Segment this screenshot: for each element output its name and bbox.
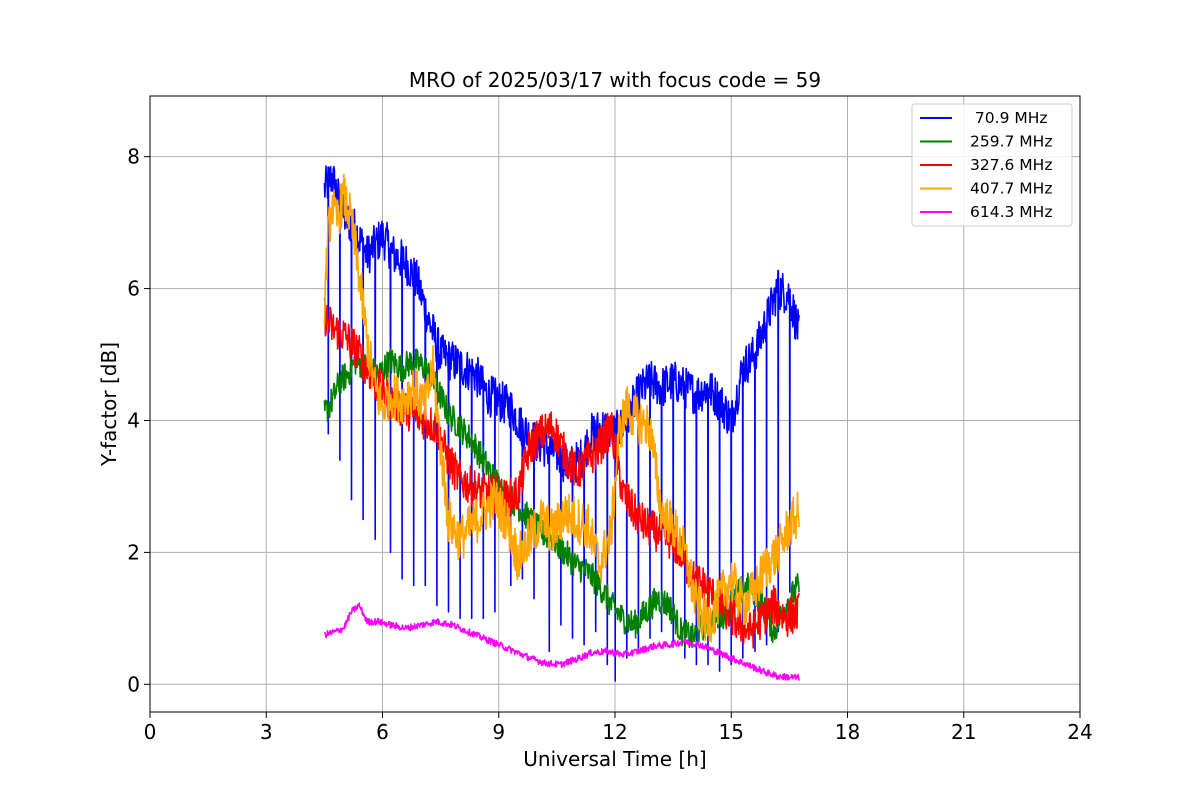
series-line xyxy=(323,165,800,682)
x-tick-label: 0 xyxy=(144,720,157,744)
legend-label: 614.3 MHz xyxy=(970,203,1052,221)
x-tick-label: 6 xyxy=(376,720,389,744)
x-tick-label: 18 xyxy=(835,720,860,744)
series-line xyxy=(323,173,800,643)
chart-title: MRO of 2025/03/17 with focus code = 59 xyxy=(409,68,821,92)
y-tick-label: 6 xyxy=(127,277,140,301)
legend: 70.9 MHz 259.7 MHz 327.6 MHz 407.7 MHz 614.3… xyxy=(911,103,1073,227)
x-tick-label: 15 xyxy=(719,720,744,744)
legend-label: 259.7 MHz xyxy=(970,133,1052,151)
series-line xyxy=(323,602,800,681)
series-group xyxy=(323,165,800,682)
y-tick-label: 0 xyxy=(127,672,140,696)
x-tick-label: 3 xyxy=(260,720,273,744)
x-tick-label: 9 xyxy=(492,720,505,744)
y-axis-label: Y-factor [dB] xyxy=(97,342,121,467)
legend-box xyxy=(911,103,1073,227)
series-group xyxy=(323,602,800,681)
x-tick-label: 24 xyxy=(1067,720,1092,744)
x-tick-label: 21 xyxy=(951,720,976,744)
y-tick-label: 4 xyxy=(127,408,140,432)
legend-label: 70.9 MHz xyxy=(970,109,1048,127)
series-group xyxy=(323,173,800,643)
legend-label: 407.7 MHz xyxy=(970,180,1052,198)
y-tick-label: 2 xyxy=(127,540,140,564)
x-axis-label: Universal Time [h] xyxy=(523,747,706,771)
series-layer xyxy=(323,165,800,682)
y-tick-label: 8 xyxy=(127,145,140,169)
legend-label: 327.6 MHz xyxy=(970,156,1052,174)
x-tick-label: 12 xyxy=(602,720,627,744)
